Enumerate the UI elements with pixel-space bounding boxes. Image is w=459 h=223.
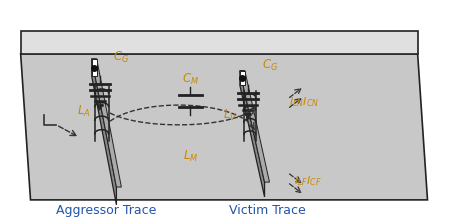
Polygon shape bbox=[21, 54, 426, 200]
Polygon shape bbox=[91, 59, 96, 76]
Text: Aggressor Trace: Aggressor Trace bbox=[56, 204, 157, 217]
Text: Victim Trace: Victim Trace bbox=[229, 204, 305, 217]
Text: $C_M$: $C_M$ bbox=[182, 72, 199, 87]
Text: $L_A$: $L_A$ bbox=[77, 104, 90, 119]
Polygon shape bbox=[239, 70, 264, 197]
Text: $I_{LF}I_{CF}$: $I_{LF}I_{CF}$ bbox=[294, 174, 321, 188]
Text: $I_{LN}I_{CN}$: $I_{LN}I_{CN}$ bbox=[289, 95, 319, 109]
Polygon shape bbox=[91, 59, 121, 187]
Text: $C_G$: $C_G$ bbox=[261, 58, 277, 73]
Polygon shape bbox=[239, 70, 244, 85]
Polygon shape bbox=[21, 31, 417, 54]
Text: $L_M$: $L_M$ bbox=[182, 149, 198, 165]
Text: $C_G$: $C_G$ bbox=[113, 50, 129, 65]
Polygon shape bbox=[91, 59, 116, 205]
Text: $L_V$: $L_V$ bbox=[222, 108, 237, 123]
Polygon shape bbox=[239, 70, 269, 182]
